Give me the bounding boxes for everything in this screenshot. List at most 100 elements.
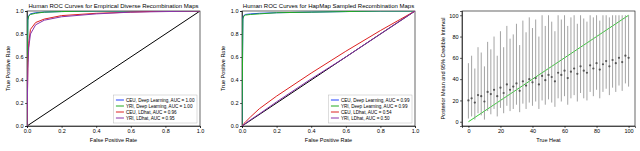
error-bar (602, 15, 603, 92)
point (538, 83, 540, 85)
tick: 0.6 (127, 126, 135, 134)
legend-swatch (331, 106, 339, 107)
point (557, 72, 559, 74)
tick-mark (25, 103, 27, 104)
error-bar (615, 15, 616, 92)
x-axis-line (243, 127, 416, 129)
point (499, 87, 501, 89)
error-bar (583, 18, 584, 98)
x-axis-line (28, 127, 201, 129)
point (535, 77, 537, 79)
point (602, 63, 604, 65)
point (608, 65, 610, 67)
point (611, 59, 613, 61)
tick-label: 0.2 (58, 128, 66, 134)
point (487, 91, 489, 93)
tick-mark (25, 11, 27, 12)
point (519, 90, 521, 92)
tick: 0.8 (377, 126, 385, 134)
error-bar (532, 28, 533, 106)
point (477, 94, 479, 96)
point (544, 79, 546, 81)
legend-item: YRI, Deep Learning, AUC = 0.99 (331, 104, 408, 109)
tick-label: 1.0 (412, 128, 420, 134)
tick: 0.6 (16, 54, 27, 60)
point (595, 62, 597, 64)
tick-label: 0.8 (162, 128, 170, 134)
point (624, 55, 626, 57)
point (509, 89, 511, 91)
tick: 1.0 (16, 8, 27, 14)
point (506, 83, 508, 85)
tick-label: 0.8 (231, 31, 239, 37)
tick: 100 (624, 126, 633, 134)
error-bar (570, 17, 571, 98)
legend-item: CEU, Deep Learning, AUC = 0.99 (331, 98, 410, 103)
tick-label: 60 (452, 55, 458, 61)
tick: 0 (455, 119, 462, 125)
error-bar (516, 24, 517, 105)
error-bar (529, 17, 530, 102)
tick: 1.0 (197, 126, 205, 134)
tick-mark (240, 126, 242, 127)
error-bar (593, 17, 594, 96)
error-bar (580, 15, 581, 93)
point (541, 75, 543, 77)
series-line (27, 11, 200, 126)
tick-label: 0.8 (16, 31, 24, 37)
reference-line (468, 15, 628, 121)
legend-item: CEU, LDhat, AUC = 0.96 (116, 110, 177, 115)
tick-mark (460, 122, 462, 123)
point (589, 64, 591, 66)
point (576, 73, 578, 75)
legend-label: YRI, Deep Learning, AUC = 1.00 (126, 104, 193, 109)
legend-label: YRI, Deep Learning, AUC = 0.99 (341, 104, 408, 109)
tick-mark (460, 37, 462, 38)
plot-area (27, 11, 200, 126)
tick-label: 0.6 (127, 128, 135, 134)
point (621, 61, 623, 63)
series-line (242, 11, 415, 126)
tick-mark (25, 34, 27, 35)
tick: 0.2 (16, 100, 27, 106)
error-bar (545, 26, 546, 105)
point (503, 92, 505, 94)
legend-box (328, 95, 412, 123)
error-bar (494, 37, 495, 109)
point (522, 80, 524, 82)
tick-label: 0.4 (231, 77, 239, 83)
tick-label: 80 (594, 128, 600, 134)
y-axis-label: Posterior Mean and 95% Credible Interval (440, 17, 446, 119)
error-bar (538, 37, 539, 109)
legend-label: YRI, LDhat, AUC = 0.95 (126, 116, 175, 121)
tick: 0.4 (93, 126, 101, 134)
tick: 1.0 (412, 126, 420, 134)
point (579, 65, 581, 67)
tick: 100 (449, 13, 462, 19)
point (586, 72, 588, 74)
tick: 0.4 (231, 77, 242, 83)
tick: 60 (562, 126, 568, 134)
tick-mark (240, 103, 242, 104)
error-bar (628, 15, 629, 86)
plot-frame (242, 11, 415, 126)
point (599, 68, 601, 70)
y-axis-label: True Positive Rate (5, 46, 11, 91)
tick-mark (460, 79, 462, 80)
legend-swatch (116, 112, 124, 113)
tick-label: 80 (452, 34, 458, 40)
error-bar (567, 26, 568, 105)
error-bar (468, 63, 469, 118)
y-axis-line (460, 12, 463, 127)
legend-item: YRI, LDhat, AUC = 0.50 (331, 116, 390, 121)
error-bar (497, 56, 498, 117)
legend-swatch (331, 100, 339, 101)
point (512, 86, 514, 88)
tick: 0.8 (162, 126, 170, 134)
tick: 0 (467, 126, 470, 134)
point (496, 95, 498, 97)
tick-label: 0.0 (239, 128, 247, 134)
reference-line (27, 11, 200, 126)
error-bar (564, 15, 565, 96)
error-bar (471, 56, 472, 117)
